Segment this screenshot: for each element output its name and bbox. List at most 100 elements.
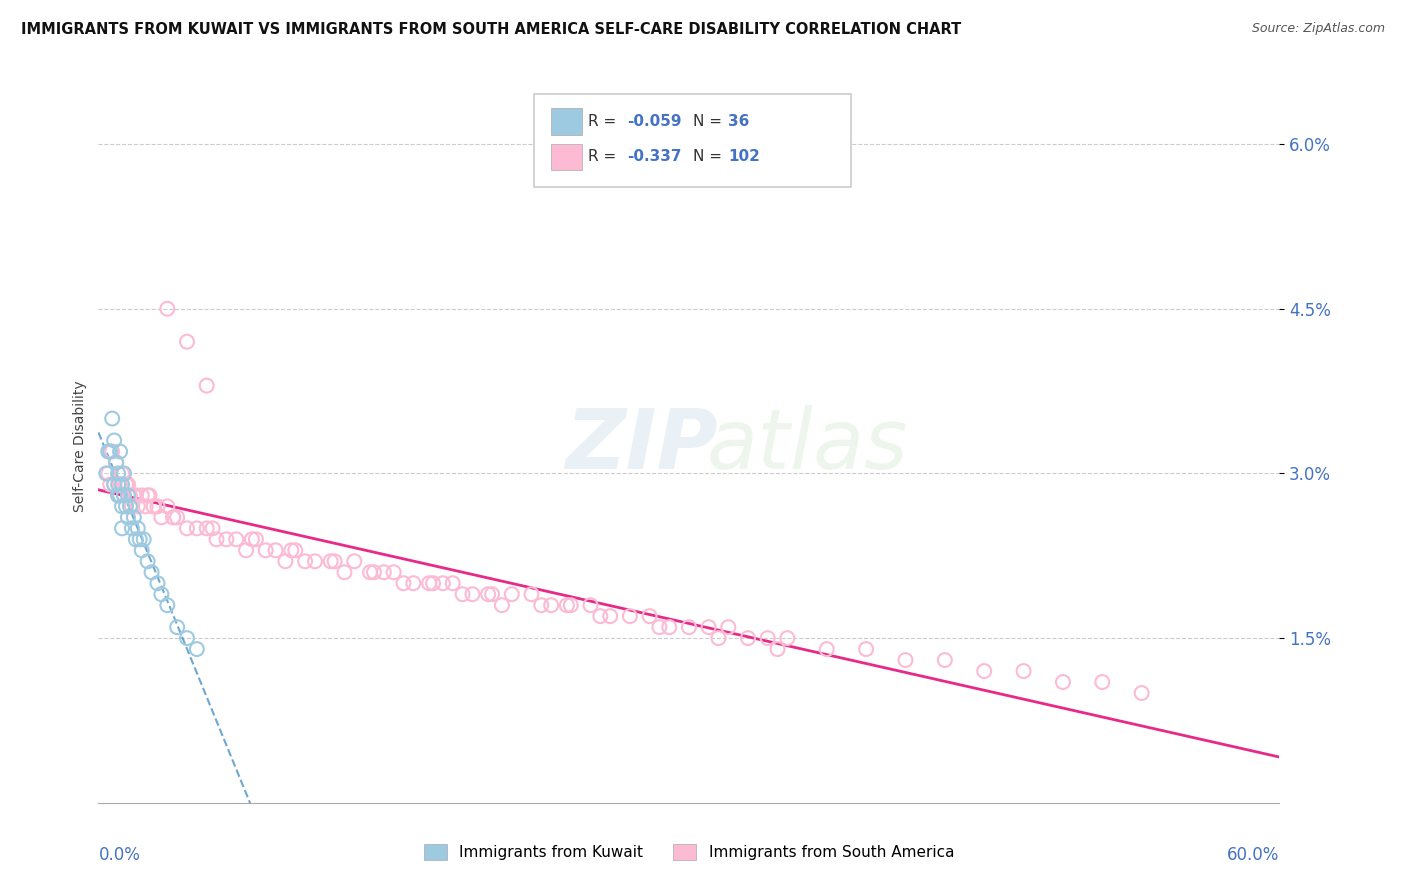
Point: [195, 378, 218, 392]
Point: [156, 301, 179, 316]
Text: 60.0%: 60.0%: [1227, 846, 1279, 863]
Point: [359, 566, 381, 580]
Point: [122, 510, 145, 524]
Point: [304, 554, 326, 568]
Point: [150, 587, 173, 601]
Point: [638, 609, 661, 624]
Point: [108, 488, 131, 502]
Point: [103, 434, 125, 448]
Point: [274, 554, 297, 568]
Point: [112, 467, 135, 481]
Point: [756, 631, 779, 645]
Point: [125, 533, 148, 547]
Point: [115, 500, 138, 514]
Point: [98, 477, 121, 491]
Point: [117, 477, 139, 491]
Point: [117, 477, 139, 491]
Point: [418, 576, 440, 591]
Point: [717, 620, 740, 634]
Point: [264, 543, 287, 558]
Point: [225, 533, 247, 547]
Point: [619, 609, 641, 624]
Point: [363, 566, 385, 580]
Point: [1052, 675, 1074, 690]
Point: [162, 510, 184, 524]
Point: [491, 598, 513, 612]
Point: [112, 488, 135, 502]
Point: [142, 500, 165, 514]
Point: [855, 642, 877, 657]
Point: [107, 467, 129, 481]
Point: [560, 598, 582, 612]
Point: [205, 533, 228, 547]
Point: [107, 488, 129, 502]
Point: [648, 620, 671, 634]
Point: [373, 566, 395, 580]
Point: [555, 598, 578, 612]
Point: [280, 543, 302, 558]
Text: R =: R =: [588, 114, 621, 128]
Point: [319, 554, 342, 568]
Point: [451, 587, 474, 601]
Point: [105, 455, 128, 469]
Point: [141, 566, 163, 580]
Point: [127, 521, 149, 535]
Point: [737, 631, 759, 645]
Point: [254, 543, 277, 558]
Point: [107, 488, 129, 502]
Point: [132, 533, 155, 547]
Point: [111, 500, 134, 514]
Point: [136, 488, 159, 502]
Point: [112, 488, 135, 502]
Point: [166, 510, 188, 524]
Point: [128, 533, 150, 547]
Point: [115, 477, 138, 491]
Point: [235, 543, 257, 558]
Point: [138, 488, 160, 502]
Point: [333, 566, 356, 580]
Point: [707, 631, 730, 645]
Text: -0.059: -0.059: [627, 114, 682, 128]
Point: [382, 566, 405, 580]
Point: [1091, 675, 1114, 690]
Point: [118, 500, 141, 514]
Point: [186, 521, 208, 535]
Y-axis label: Self-Care Disability: Self-Care Disability: [73, 380, 87, 512]
Point: [176, 631, 198, 645]
Point: [118, 488, 141, 502]
Point: [323, 554, 346, 568]
Point: [117, 488, 139, 502]
Text: ZIP: ZIP: [565, 406, 718, 486]
Point: [108, 477, 131, 491]
Point: [135, 500, 157, 514]
Text: N =: N =: [693, 114, 727, 128]
Point: [101, 444, 124, 458]
Point: [1130, 686, 1153, 700]
Point: [186, 642, 208, 657]
Point: [776, 631, 799, 645]
Point: [117, 510, 139, 524]
Point: [150, 510, 173, 524]
Text: 0.0%: 0.0%: [98, 846, 141, 863]
Point: [111, 521, 134, 535]
Point: [766, 642, 789, 657]
Point: [195, 521, 218, 535]
Point: [127, 500, 149, 514]
Point: [201, 521, 224, 535]
Point: [166, 620, 188, 634]
Point: [122, 488, 145, 502]
Point: [176, 334, 198, 349]
Point: [176, 521, 198, 535]
Point: [240, 533, 263, 547]
Point: [121, 521, 143, 535]
Point: [146, 500, 169, 514]
Point: [461, 587, 484, 601]
Point: [98, 444, 121, 458]
Point: [284, 543, 307, 558]
Point: [697, 620, 720, 634]
Text: 102: 102: [728, 150, 761, 164]
Point: [392, 576, 415, 591]
Point: [294, 554, 316, 568]
Point: [146, 576, 169, 591]
Point: [136, 554, 159, 568]
